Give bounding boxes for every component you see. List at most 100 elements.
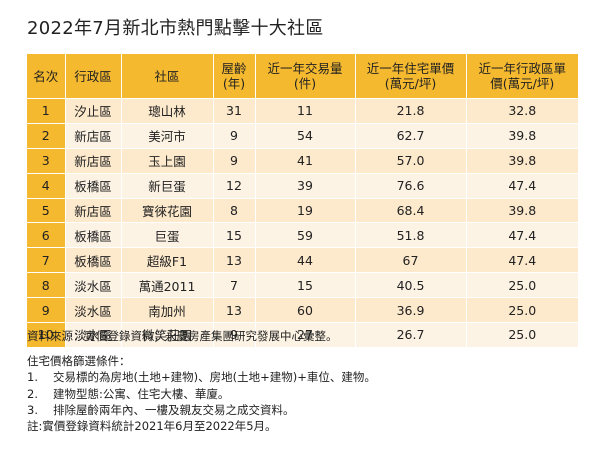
unit-price-cell: 36.9 <box>354 297 466 323</box>
table-row: 10 淡水區 微笑莊園 9 27 26.7 25.0 <box>27 322 578 347</box>
district-price-cell: 25.0 <box>465 322 578 347</box>
district-price-cell: 47.4 <box>465 172 578 199</box>
table-row: 4 板橋區 新巨蛋 12 39 76.6 47.4 <box>27 172 578 199</box>
table-header-row: 名次 行政區 社區 屋齡 (年) 近一年交易量 (件) 近一年住宅單價 (萬元/… <box>27 54 578 99</box>
community-cell: 新巨蛋 <box>120 172 213 199</box>
volume-cell: 11 <box>254 98 355 124</box>
district-price-cell: 32.8 <box>465 98 578 124</box>
unit-price-cell: 21.8 <box>354 98 466 124</box>
criteria-title: 住宅價格篩選條件： <box>27 354 131 369</box>
community-cell: 微笑莊園 <box>120 322 213 347</box>
district-cell: 板橋區 <box>64 222 121 248</box>
source-note: 資料來源：實價登錄資料；永慶房產集團研究發展中心彙整。 <box>27 329 338 343</box>
age-cell: 31 <box>212 98 255 124</box>
volume-cell: 39 <box>254 172 355 199</box>
district-cell: 淡水區 <box>64 272 121 298</box>
rank-cell: 7 <box>27 247 65 273</box>
table-row: 5 新店區 寶徠花園 8 19 68.4 39.8 <box>27 197 578 223</box>
age-cell: 9 <box>212 322 255 347</box>
rank-cell: 4 <box>27 172 65 199</box>
district-price-cell: 47.4 <box>465 222 578 248</box>
community-cell: 超級F1 <box>120 247 213 273</box>
district-cell: 汐止區 <box>64 98 121 124</box>
criteria-num: 3. <box>27 402 38 417</box>
unit-price-cell: 40.5 <box>354 272 466 298</box>
age-cell: 12 <box>212 172 255 199</box>
district-cell: 板橋區 <box>64 172 121 199</box>
volume-cell: 59 <box>254 222 355 248</box>
unit-price-cell: 76.6 <box>354 172 466 199</box>
header-district-price: 近一年行政區單 價(萬元/坪) <box>465 54 578 99</box>
table-row: 3 新店區 玉上園 9 41 57.0 39.8 <box>27 147 578 174</box>
district-cell: 淡水區 <box>64 297 121 323</box>
criteria-num: 2. <box>27 386 38 401</box>
age-cell: 9 <box>212 122 255 149</box>
table-row: 1 汐止區 璁山林 31 11 21.8 32.8 <box>27 98 578 124</box>
district-price-cell: 39.8 <box>465 147 578 174</box>
table-row: 7 板橋區 超級F1 13 44 67 47.4 <box>27 247 578 273</box>
header-rank: 名次 <box>27 54 65 99</box>
footnote: 註:實價登錄資料統計2021年6月至2022年5月。 <box>27 419 277 434</box>
rank-cell: 6 <box>27 222 65 248</box>
table-row: 8 淡水區 萬通2011 7 15 40.5 25.0 <box>27 272 578 298</box>
district-price-cell: 47.4 <box>465 247 578 273</box>
community-cell: 南加州 <box>120 297 213 323</box>
unit-price-cell: 57.0 <box>354 147 466 174</box>
ranking-table: 名次 行政區 社區 屋齡 (年) 近一年交易量 (件) 近一年住宅單價 (萬元/… <box>27 54 578 347</box>
age-cell: 15 <box>212 222 255 248</box>
unit-price-cell: 26.7 <box>354 322 466 347</box>
unit-price-cell: 62.7 <box>354 122 466 149</box>
rank-cell: 2 <box>27 122 65 149</box>
table-row: 2 新店區 美河市 9 54 62.7 39.8 <box>27 122 578 149</box>
table-row: 9 淡水區 南加州 13 60 36.9 25.0 <box>27 297 578 323</box>
age-cell: 7 <box>212 272 255 298</box>
district-cell: 淡水區 <box>64 322 121 347</box>
header-unit-price: 近一年住宅單價 (萬元/坪) <box>354 54 466 99</box>
district-price-cell: 25.0 <box>465 272 578 298</box>
volume-cell: 15 <box>254 272 355 298</box>
district-cell: 新店區 <box>64 197 121 223</box>
age-cell: 9 <box>212 147 255 174</box>
criteria-item: 1. 交易標的為房地(土地+建物)、房地(土地+建物)+車位、建物。 <box>27 369 376 385</box>
volume-cell: 19 <box>254 197 355 223</box>
community-cell: 玉上園 <box>120 147 213 174</box>
age-cell: 8 <box>212 197 255 223</box>
community-cell: 巨蛋 <box>120 222 213 248</box>
rank-cell: 8 <box>27 272 65 298</box>
community-cell: 萬通2011 <box>120 272 213 298</box>
criteria-text: 交易標的為房地(土地+建物)、房地(土地+建物)+車位、建物。 <box>53 370 376 385</box>
volume-cell: 44 <box>254 247 355 273</box>
community-cell: 美河市 <box>120 122 213 149</box>
age-cell: 13 <box>212 297 255 323</box>
criteria-item: 3. 排除屋齡兩年內、一樓及親友交易之成交資料。 <box>27 402 376 418</box>
volume-cell: 54 <box>254 122 355 149</box>
criteria-num: 1. <box>27 370 38 385</box>
district-cell: 新店區 <box>64 147 121 174</box>
page-title: 2022年7月新北市熱門點擊十大社區 <box>27 18 324 39</box>
district-price-cell: 39.8 <box>465 122 578 149</box>
rank-cell: 3 <box>27 147 65 174</box>
header-age: 屋齡 (年) <box>212 54 255 99</box>
volume-cell: 41 <box>254 147 355 174</box>
unit-price-cell: 51.8 <box>354 222 466 248</box>
district-cell: 板橋區 <box>64 247 121 273</box>
header-volume: 近一年交易量 (件) <box>254 54 355 99</box>
district-price-cell: 25.0 <box>465 297 578 323</box>
unit-price-cell: 67 <box>354 247 466 273</box>
community-cell: 璁山林 <box>120 98 213 124</box>
community-cell: 寶徠花園 <box>120 197 213 223</box>
criteria-item: 2. 建物型態:公寓、住宅大樓、華廈。 <box>27 386 376 402</box>
district-price-cell: 39.8 <box>465 197 578 223</box>
age-cell: 13 <box>212 247 255 273</box>
rank-cell: 10 <box>27 322 65 347</box>
table-row: 6 板橋區 巨蛋 15 59 51.8 47.4 <box>27 222 578 248</box>
rank-cell: 1 <box>27 98 65 124</box>
criteria-text: 排除屋齡兩年內、一樓及親友交易之成交資料。 <box>53 402 295 417</box>
rank-cell: 5 <box>27 197 65 223</box>
notes: 資料來源：實價登錄資料；永慶房產集團研究發展中心彙整。 住宅價格篩選條件： 1.… <box>27 328 376 434</box>
volume-cell: 60 <box>254 297 355 323</box>
rank-cell: 9 <box>27 297 65 323</box>
header-district: 行政區 <box>64 54 121 99</box>
unit-price-cell: 68.4 <box>354 197 466 223</box>
district-cell: 新店區 <box>64 122 121 149</box>
